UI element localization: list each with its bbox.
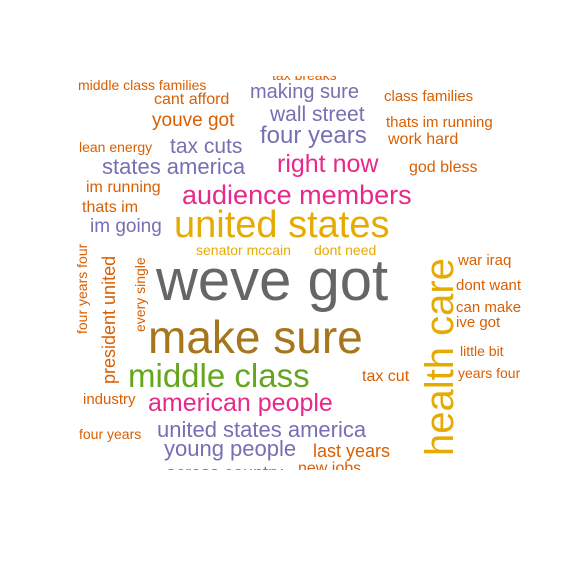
word-im-running: im running [86, 179, 161, 196]
word-work-hard: work hard [388, 131, 459, 148]
word-states-america: states america [102, 154, 246, 179]
word-president-united: president united [99, 255, 119, 384]
word-dont-want: dont want [456, 277, 522, 294]
word-four-years-bottom: four years [79, 426, 142, 442]
word-industry: industry [83, 391, 136, 408]
word-lean-energy: lean energy [79, 139, 153, 155]
word-middle-class: middle class [128, 357, 310, 394]
word-god-bless: god bless [409, 159, 478, 176]
word-four-years-four: four years four [74, 243, 90, 334]
word-tax-cuts: tax cuts [170, 135, 243, 158]
word-ive-got: ive got [456, 314, 501, 331]
word-middle-class-families: middle class families [78, 77, 207, 93]
word-tax-cut: tax cut [362, 368, 410, 385]
word-dont-need: dont need [314, 242, 377, 258]
word-little-bit: little bit [460, 343, 504, 359]
word-four-years: four years [260, 122, 367, 149]
word-years-four: years four [458, 365, 521, 381]
word-american-people: american people [148, 389, 333, 417]
word-audience-members: audience members [182, 180, 412, 210]
word-young-people: young people [164, 436, 297, 461]
word-cant-afford: cant afford [154, 91, 230, 108]
word-can-make: can make [456, 299, 522, 316]
word-weve-got: weve got [156, 248, 389, 313]
word-across-country: across country [166, 464, 283, 470]
word-right-now: right now [277, 150, 379, 178]
word-thats-im: thats im [82, 199, 139, 216]
word-thats-im-running: thats im running [386, 114, 493, 131]
word-health-care: health care [418, 258, 462, 456]
word-im-going: im going [90, 216, 162, 237]
word-senator-mccain: senator mccain [196, 242, 291, 258]
word-united-states: united states [174, 204, 390, 246]
word-new-jobs: new jobs [298, 460, 362, 471]
word-cloud-area: tax breaks middle class families cant af… [0, 76, 572, 470]
word-youve-got: youve got [152, 110, 235, 131]
word-war-iraq: war iraq [458, 252, 512, 269]
word-every-single: every single [132, 257, 148, 332]
word-class-families: class families [384, 88, 474, 105]
word-last-years: last years [313, 441, 391, 461]
word-united-states-america: united states america [157, 417, 367, 442]
word-wall-street: wall street [270, 103, 365, 126]
word-making-sure: making sure [250, 81, 359, 103]
word-make-sure: make sure [148, 311, 363, 363]
word-tax-breaks: tax breaks [272, 76, 337, 82]
